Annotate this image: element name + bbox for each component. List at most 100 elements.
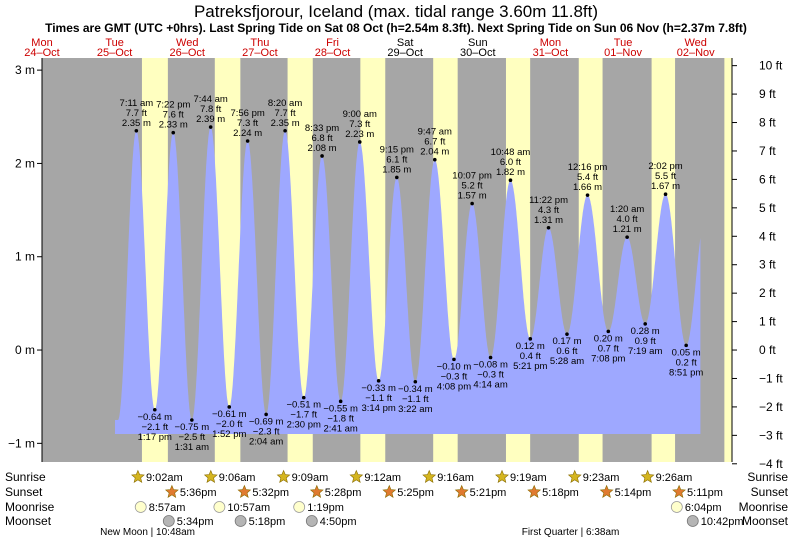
tide-label-text: 1.57 m	[458, 191, 487, 202]
tide-label-text: 1.85 m	[382, 164, 411, 175]
tide-label-text: 1:31 am	[175, 442, 209, 453]
right-axis-tick-label: −4 ft	[759, 457, 783, 471]
tide-label-text: 9:00 am	[343, 109, 377, 120]
tide-label-text: 0.2 ft	[676, 357, 697, 368]
tide-label-text: 7.7 ft	[275, 108, 296, 119]
day-date-label: 25–Oct	[97, 47, 132, 59]
day-date-label: 29–Oct	[387, 47, 422, 59]
tide-label-text: 6.7 ft	[424, 137, 445, 148]
tide-label-text: −0.08 m	[473, 360, 508, 371]
tide-label-text: 7.7 ft	[126, 108, 147, 119]
moonset-time: 5:34pm	[177, 516, 214, 528]
day-name-label: Wed	[684, 37, 706, 49]
right-axis-tick-label: 5 ft	[759, 201, 776, 215]
sunrise-time: 9:06am	[219, 472, 256, 484]
moonset-time: 4:50pm	[320, 516, 357, 528]
tide-extreme-point	[338, 399, 343, 404]
sunrise-row-label: Sunrise	[5, 470, 46, 484]
tide-label-text: 6.1 ft	[386, 154, 407, 165]
day-name-label: Tue	[614, 37, 633, 49]
tide-label-text: −2.0 ft	[216, 419, 243, 430]
chart-subtitle: Times are GMT (UTC +0hrs). Last Spring T…	[45, 21, 747, 35]
tide-extreme-point	[413, 379, 418, 384]
tide-label-text: −1.7 ft	[290, 410, 317, 421]
sunset-time: 5:21pm	[470, 487, 507, 499]
tide-extreme-point	[585, 193, 590, 197]
right-axis-tick-label: 10 ft	[759, 59, 783, 73]
sunrise-icon	[495, 469, 509, 483]
tide-label-text: 11:22 pm	[529, 195, 568, 206]
tide-label-text: 10:07 pm	[452, 171, 492, 182]
tide-label-text: −0.34 m	[398, 384, 433, 395]
sunset-icon	[309, 484, 324, 498]
tide-label-text: 2:02 pm	[648, 161, 682, 172]
sunset-icon	[454, 484, 469, 498]
moonrise-icon	[213, 501, 226, 513]
moonset-icon	[162, 515, 175, 527]
day-date-label: 24–Oct	[24, 47, 59, 59]
tide-label-text: 5:28 am	[550, 356, 584, 367]
tide-label-text: 5.2 ft	[462, 181, 483, 192]
moon-phase-label: New Moon | 10:48am	[100, 527, 195, 538]
tide-label-text: −1.1 ft	[365, 393, 392, 404]
sunrise-time: 9:12am	[364, 472, 401, 484]
tide-label-text: 7:22 pm	[156, 100, 190, 111]
tide-label-text: 4.0 ft	[617, 214, 638, 225]
moon-phase-label: First Quarter | 6:38am	[522, 527, 620, 538]
tide-label-text: 3:22 am	[398, 404, 432, 415]
sunrise-icon	[276, 469, 291, 483]
tide-extreme-point	[171, 130, 176, 135]
moonrise-time: 6:04pm	[685, 502, 722, 514]
tide-label-text: −0.64 m	[137, 412, 172, 423]
tide-label-text: 0.9 ft	[635, 336, 656, 347]
tide-extreme-point	[152, 407, 157, 412]
tide-label-text: −0.10 m	[437, 361, 472, 372]
plot-area	[42, 58, 732, 462]
tide-label-text: 7:56 pm	[230, 108, 264, 119]
sunrise-time: 9:09am	[292, 472, 329, 484]
tide-label-text: 2.24 m	[233, 128, 262, 139]
tide-extreme-point	[528, 337, 533, 341]
tide-label-text: 12:16 pm	[568, 162, 608, 173]
sunset-icon	[382, 484, 397, 498]
sunrise-icon	[349, 469, 364, 483]
right-axis-tick-label: −3 ft	[759, 428, 783, 442]
sunrise-icon	[203, 469, 218, 483]
tide-extreme-point	[283, 128, 287, 133]
tide-extreme-point	[320, 154, 324, 158]
tide-label-text: 2:41 am	[323, 423, 357, 434]
tide-label-text: 7.3 ft	[349, 119, 370, 130]
daylight-band	[724, 58, 732, 462]
right-axis-tick-label: 6 ft	[759, 172, 776, 186]
day-date-label: 27–Oct	[242, 47, 277, 59]
tide-extreme-point	[376, 379, 381, 383]
sunrise-time: 9:16am	[437, 472, 474, 484]
left-axis-tick-label: 1 m	[15, 250, 35, 264]
tide-label-text: 7:19 am	[628, 346, 662, 357]
tide-label-text: 0.4 ft	[520, 351, 541, 362]
moonrise-time: 8:57am	[149, 502, 186, 514]
right-axis-tick-label: −1 ft	[759, 371, 783, 385]
left-axis-tick-label: 3 m	[15, 63, 35, 77]
sunset-time: 5:18pm	[542, 487, 579, 499]
moonset-icon	[686, 515, 699, 527]
tide-extreme-point	[470, 201, 474, 206]
tide-label-text: 9:47 am	[418, 127, 452, 138]
tide-label-text: −0.33 m	[361, 383, 396, 394]
sunrise-icon	[640, 469, 655, 483]
sunset-time: 5:14pm	[615, 487, 652, 499]
tide-label-text: 0.7 ft	[598, 343, 619, 354]
tide-extreme-point	[227, 405, 232, 409]
tide-label-text: −0.69 m	[249, 416, 284, 427]
right-axis-tick-label: 0 ft	[759, 343, 776, 357]
day-name-label: Fri	[326, 37, 339, 49]
tide-label-text: 8:33 pm	[305, 123, 339, 134]
tide-extreme-point	[190, 418, 194, 422]
moonrise-time: 10:57am	[227, 502, 270, 514]
tide-label-text: −1.8 ft	[327, 413, 354, 424]
tide-extreme-point	[395, 175, 399, 180]
right-axis-tick-label: 8 ft	[759, 116, 776, 130]
tide-label-text: −0.75 m	[175, 422, 210, 433]
right-axis-tick-label: 1 ft	[759, 315, 776, 329]
